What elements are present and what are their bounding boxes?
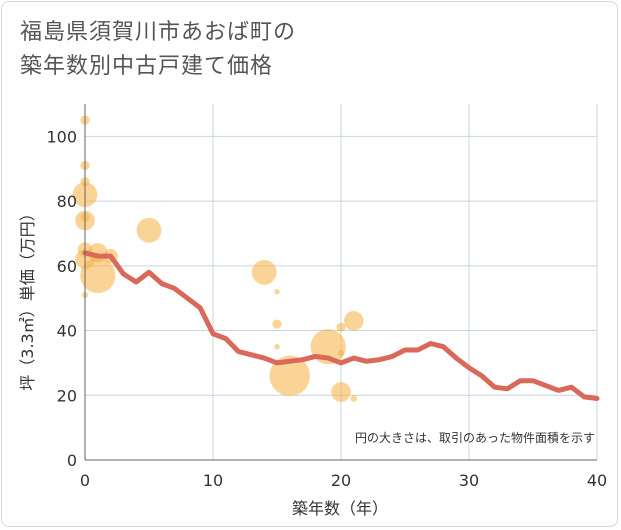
x-tick-label: 10 [203,471,223,490]
bubble-point-15 [272,319,282,329]
bubble-point-10 [80,257,116,294]
y-tick-labels: 0 20 40 60 80 100 [46,127,77,470]
bubble-point-12 [136,217,162,243]
trend-line [82,250,600,402]
bubble-point-22 [344,311,364,331]
trend-line-group [82,250,600,402]
x-tick-labels: 0 10 20 30 40 [80,471,607,490]
x-tick-label: 20 [331,471,351,490]
bubble-point-14 [274,288,280,295]
y-tick-label: 100 [46,127,77,146]
y-tick-label: 80 [57,192,77,211]
bubble-point-23 [350,395,358,402]
y-tick-label: 20 [57,386,77,405]
y-tick-label: 0 [67,451,77,470]
x-tick-label: 0 [80,471,90,490]
x-axis-label: 築年数（年） [292,499,388,518]
y-tick-label: 60 [57,257,77,276]
y-tick-label: 40 [57,322,77,341]
y-axis-label: 坪（3.3㎡）単価（万円） [18,205,37,390]
x-tick-label: 40 [587,471,607,490]
bubble-point-17 [269,355,310,397]
bubble-point-20 [337,349,345,357]
x-tick-label: 30 [459,471,479,490]
bubble-point-21 [331,382,351,402]
bubble-point-19 [336,322,346,332]
chart-title-line-1: 福島県須賀川市あおば町の [20,20,297,45]
bubble-size-note: 円の大きさは、取引のあった物件面積を示す [355,430,595,445]
axes [84,104,597,461]
chart-title-line-2: 築年数別中古戸建て価格 [20,54,274,79]
bubble-point-16 [274,343,280,350]
bubble-point-13 [251,259,277,285]
chart-title: 福島県須賀川市あおば町の 築年数別中古戸建て価格 [20,16,296,84]
